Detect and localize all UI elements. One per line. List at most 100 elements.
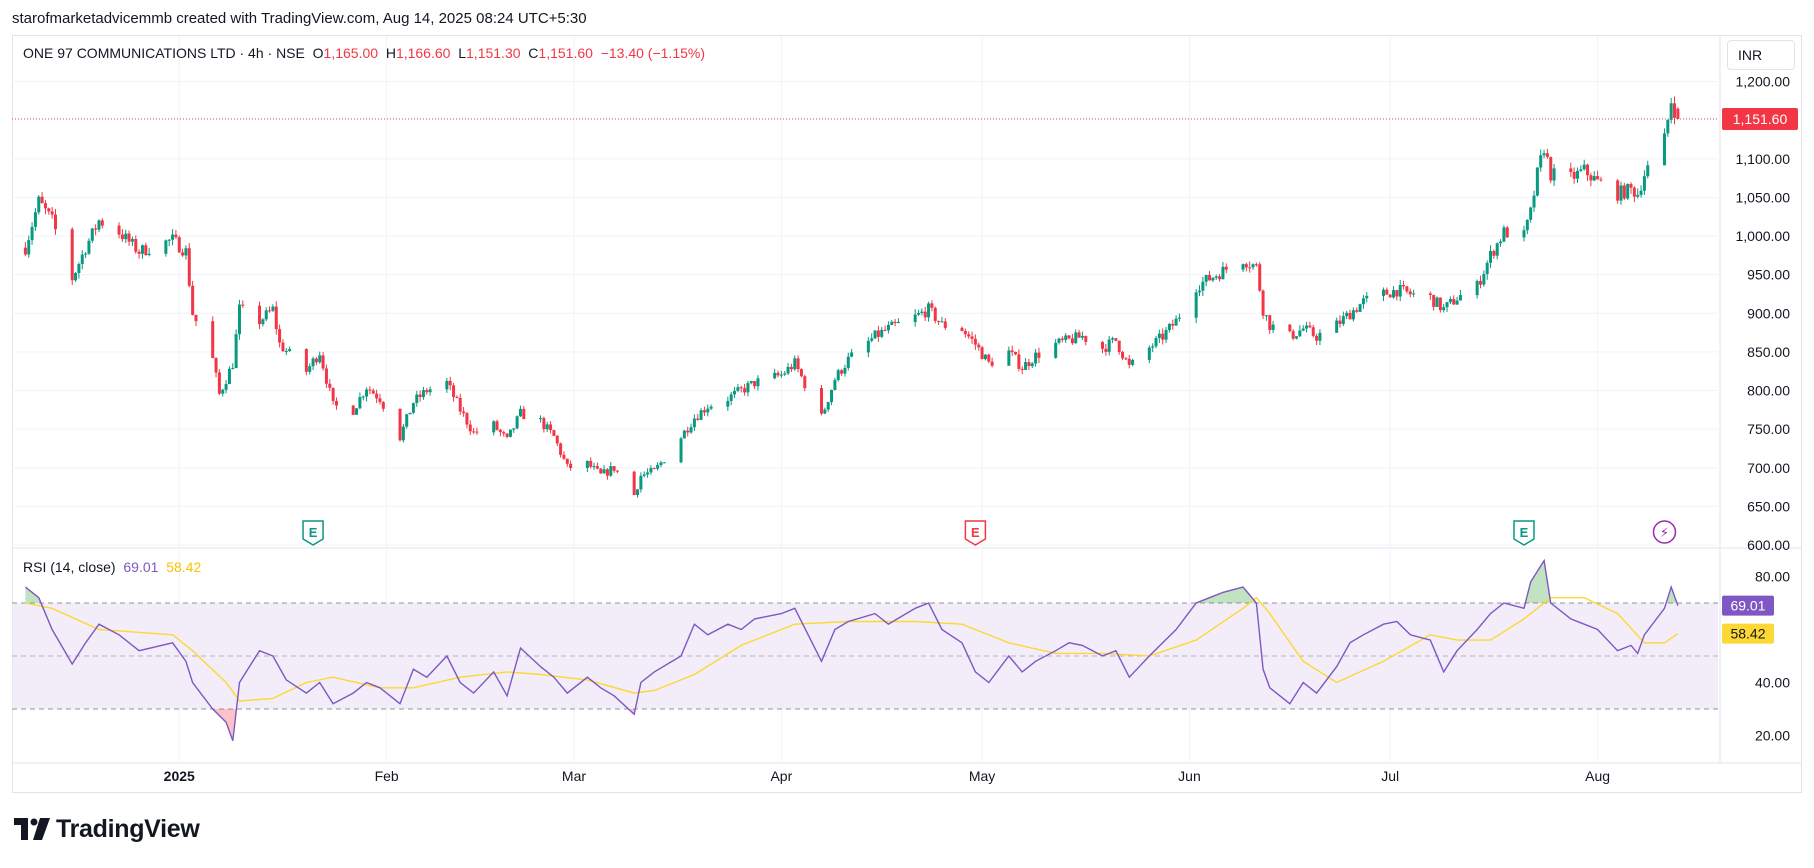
candle-body (378, 398, 382, 403)
candle-body (1271, 324, 1275, 330)
legend-symbol: ONE 97 COMMUNICATIONS LTD · 4h · NSE (23, 45, 305, 61)
candle-body (1405, 286, 1409, 292)
candle-body (53, 214, 57, 230)
candle-body (646, 472, 650, 475)
candle-body (569, 463, 573, 469)
candle-body (1592, 176, 1596, 181)
candle-body (398, 408, 402, 441)
candle-body (973, 338, 977, 345)
candle-body (515, 416, 519, 429)
candle-body (1435, 297, 1439, 307)
candle-body (555, 435, 559, 444)
candle-body (682, 430, 686, 439)
candle-body (512, 428, 516, 430)
candle-body (1157, 333, 1161, 339)
candle-body (87, 240, 91, 254)
rsi-legend-ma-value: 58.42 (166, 559, 202, 575)
candle-body (452, 385, 456, 398)
candle-body (699, 410, 703, 420)
candle-body (656, 465, 660, 469)
candle-body (937, 320, 941, 322)
candle-body (411, 403, 415, 413)
earnings-marker-label: E (309, 525, 318, 540)
candle-body (840, 370, 844, 374)
candle-body (1291, 331, 1295, 339)
legend-open-label: O (312, 45, 324, 61)
time-tick-label: Mar (562, 768, 586, 784)
time-tick-label: May (969, 768, 995, 784)
candle-body (1579, 169, 1583, 171)
candle-body (1057, 338, 1061, 343)
candle-body (1201, 281, 1205, 291)
legend-high-label: H (385, 45, 396, 61)
candle-body (1348, 312, 1352, 320)
candle-body (1177, 317, 1181, 319)
candle-body (773, 372, 777, 379)
candle-body (1572, 171, 1576, 179)
candle-body (371, 390, 375, 394)
candle-body (983, 354, 987, 360)
dividend-marker-label: ⚡ (1660, 526, 1669, 541)
candle-body (1662, 133, 1666, 166)
price-tick-label: 900.00 (1747, 305, 1790, 321)
candle-body (318, 355, 322, 363)
candle-body (1458, 295, 1462, 301)
tradingview-logo[interactable]: TradingView (14, 814, 200, 844)
candle-body (636, 489, 640, 495)
candle-body (1301, 328, 1305, 331)
candle-body (880, 329, 884, 337)
candle-body (134, 239, 138, 252)
candle-body (1121, 351, 1125, 359)
time-tick-label: 2025 (164, 768, 195, 784)
candle-body (1632, 187, 1636, 197)
candle-body (686, 430, 690, 433)
candle-body (1308, 325, 1312, 328)
candle-body (1244, 264, 1248, 268)
candle-body (927, 303, 931, 318)
candle-body (358, 397, 362, 409)
candle-body (960, 327, 964, 331)
currency-button[interactable]: INR (1727, 40, 1795, 70)
candle-body (1532, 195, 1536, 208)
rsi-ma-value-badge (1722, 623, 1774, 644)
candle-body (227, 368, 231, 385)
candle-body (231, 368, 235, 370)
candle-body (1525, 219, 1529, 231)
candle-body (679, 438, 683, 463)
candle-body (127, 233, 131, 242)
candle-body (187, 248, 191, 286)
candle-body (652, 468, 656, 470)
candle-body (217, 372, 221, 394)
candle-body (492, 421, 496, 433)
candle-body (415, 394, 419, 404)
candle-body (1258, 264, 1262, 291)
candle-body (1492, 251, 1496, 256)
candle-body (90, 228, 94, 241)
candle-body (1198, 290, 1202, 293)
candle-body (1485, 262, 1489, 275)
time-tick-label: Apr (770, 768, 792, 784)
candle-body (468, 424, 472, 432)
candle-body (1171, 323, 1175, 326)
candle-body (585, 460, 589, 469)
candle-body (184, 248, 188, 256)
price-tick-label: 1,000.00 (1736, 228, 1791, 244)
candle-body (1335, 320, 1339, 333)
candle-body (308, 366, 312, 372)
candle-body (689, 427, 693, 433)
candle-body (144, 245, 148, 255)
candle-body (375, 393, 379, 399)
candle-body (1586, 164, 1590, 176)
candle-body (963, 330, 967, 335)
candle-body (565, 458, 569, 464)
candle-body (1636, 194, 1640, 197)
candle-body (1127, 358, 1131, 365)
candle-body (779, 374, 783, 376)
candle-body (1248, 267, 1252, 269)
candle-body (1070, 338, 1074, 344)
candle-body (1084, 335, 1088, 342)
candle-body (1629, 183, 1633, 188)
candle-body (1174, 318, 1178, 326)
candle-body (43, 203, 47, 209)
